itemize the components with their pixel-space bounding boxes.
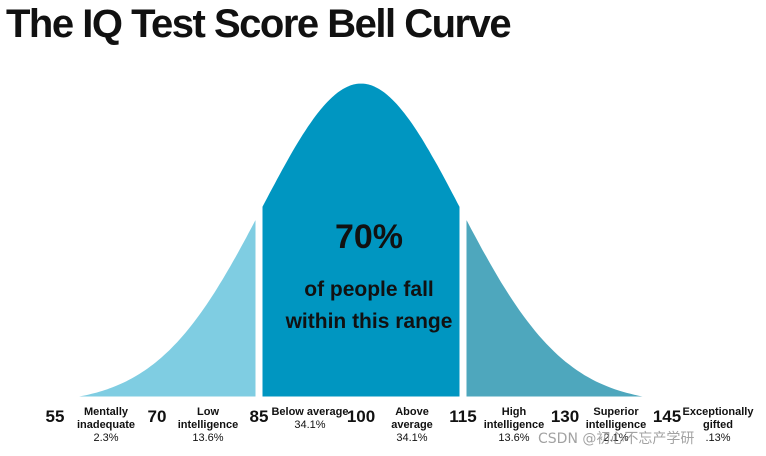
region-percent: 34.1% (294, 419, 326, 431)
region-name: Mentally inadequate (76, 406, 136, 431)
region-label: Above average 34.1% (373, 406, 451, 445)
annotation: 70% (334, 218, 404, 256)
curve-band (459, 204, 766, 404)
region-name: High intelligence (483, 406, 545, 431)
region-percent: 2.1% (603, 432, 629, 444)
region-name: Superior intelligence (585, 406, 647, 431)
region-name: Above average (391, 406, 433, 431)
region-label: Exceptionally gifted .13% (679, 406, 757, 445)
curve-band (44, 204, 263, 404)
region-name: Low intelligence (177, 406, 239, 431)
curve-band (255, 76, 467, 404)
region-label: High intelligence 13.6% (475, 406, 553, 445)
region-name: Exceptionally gifted (682, 406, 754, 431)
region-label: Low intelligence 13.6% (169, 406, 247, 445)
watermark: CSDN @初心不忘产学研 (538, 431, 695, 447)
region-label: Below average 34.1% (271, 406, 349, 432)
region-name: Below average (271, 406, 349, 418)
x-tick-label: 70 (147, 407, 167, 426)
annotation: of people fall (304, 278, 434, 301)
region-percent: 2.3% (93, 432, 119, 444)
x-tick-label: 100 (346, 407, 376, 426)
x-tick-label: 115 (449, 407, 477, 426)
region-label: Mentally inadequate 2.3% (67, 406, 145, 445)
x-tick-label: 145 (652, 407, 682, 426)
x-tick-label: 130 (550, 407, 580, 426)
region-percent: 13.6% (498, 432, 530, 444)
region-label: Superior intelligence 2.1% (577, 406, 655, 445)
chart-title: The IQ Test Score Bell Curve (6, 2, 512, 46)
region-percent: 13.6% (192, 432, 224, 444)
region-percent: .13% (705, 432, 731, 444)
x-tick-label: 85 (249, 407, 269, 426)
region-percent: 34.1% (396, 432, 428, 444)
annotation: within this range (285, 310, 453, 333)
x-tick-label: 55 (45, 407, 65, 426)
